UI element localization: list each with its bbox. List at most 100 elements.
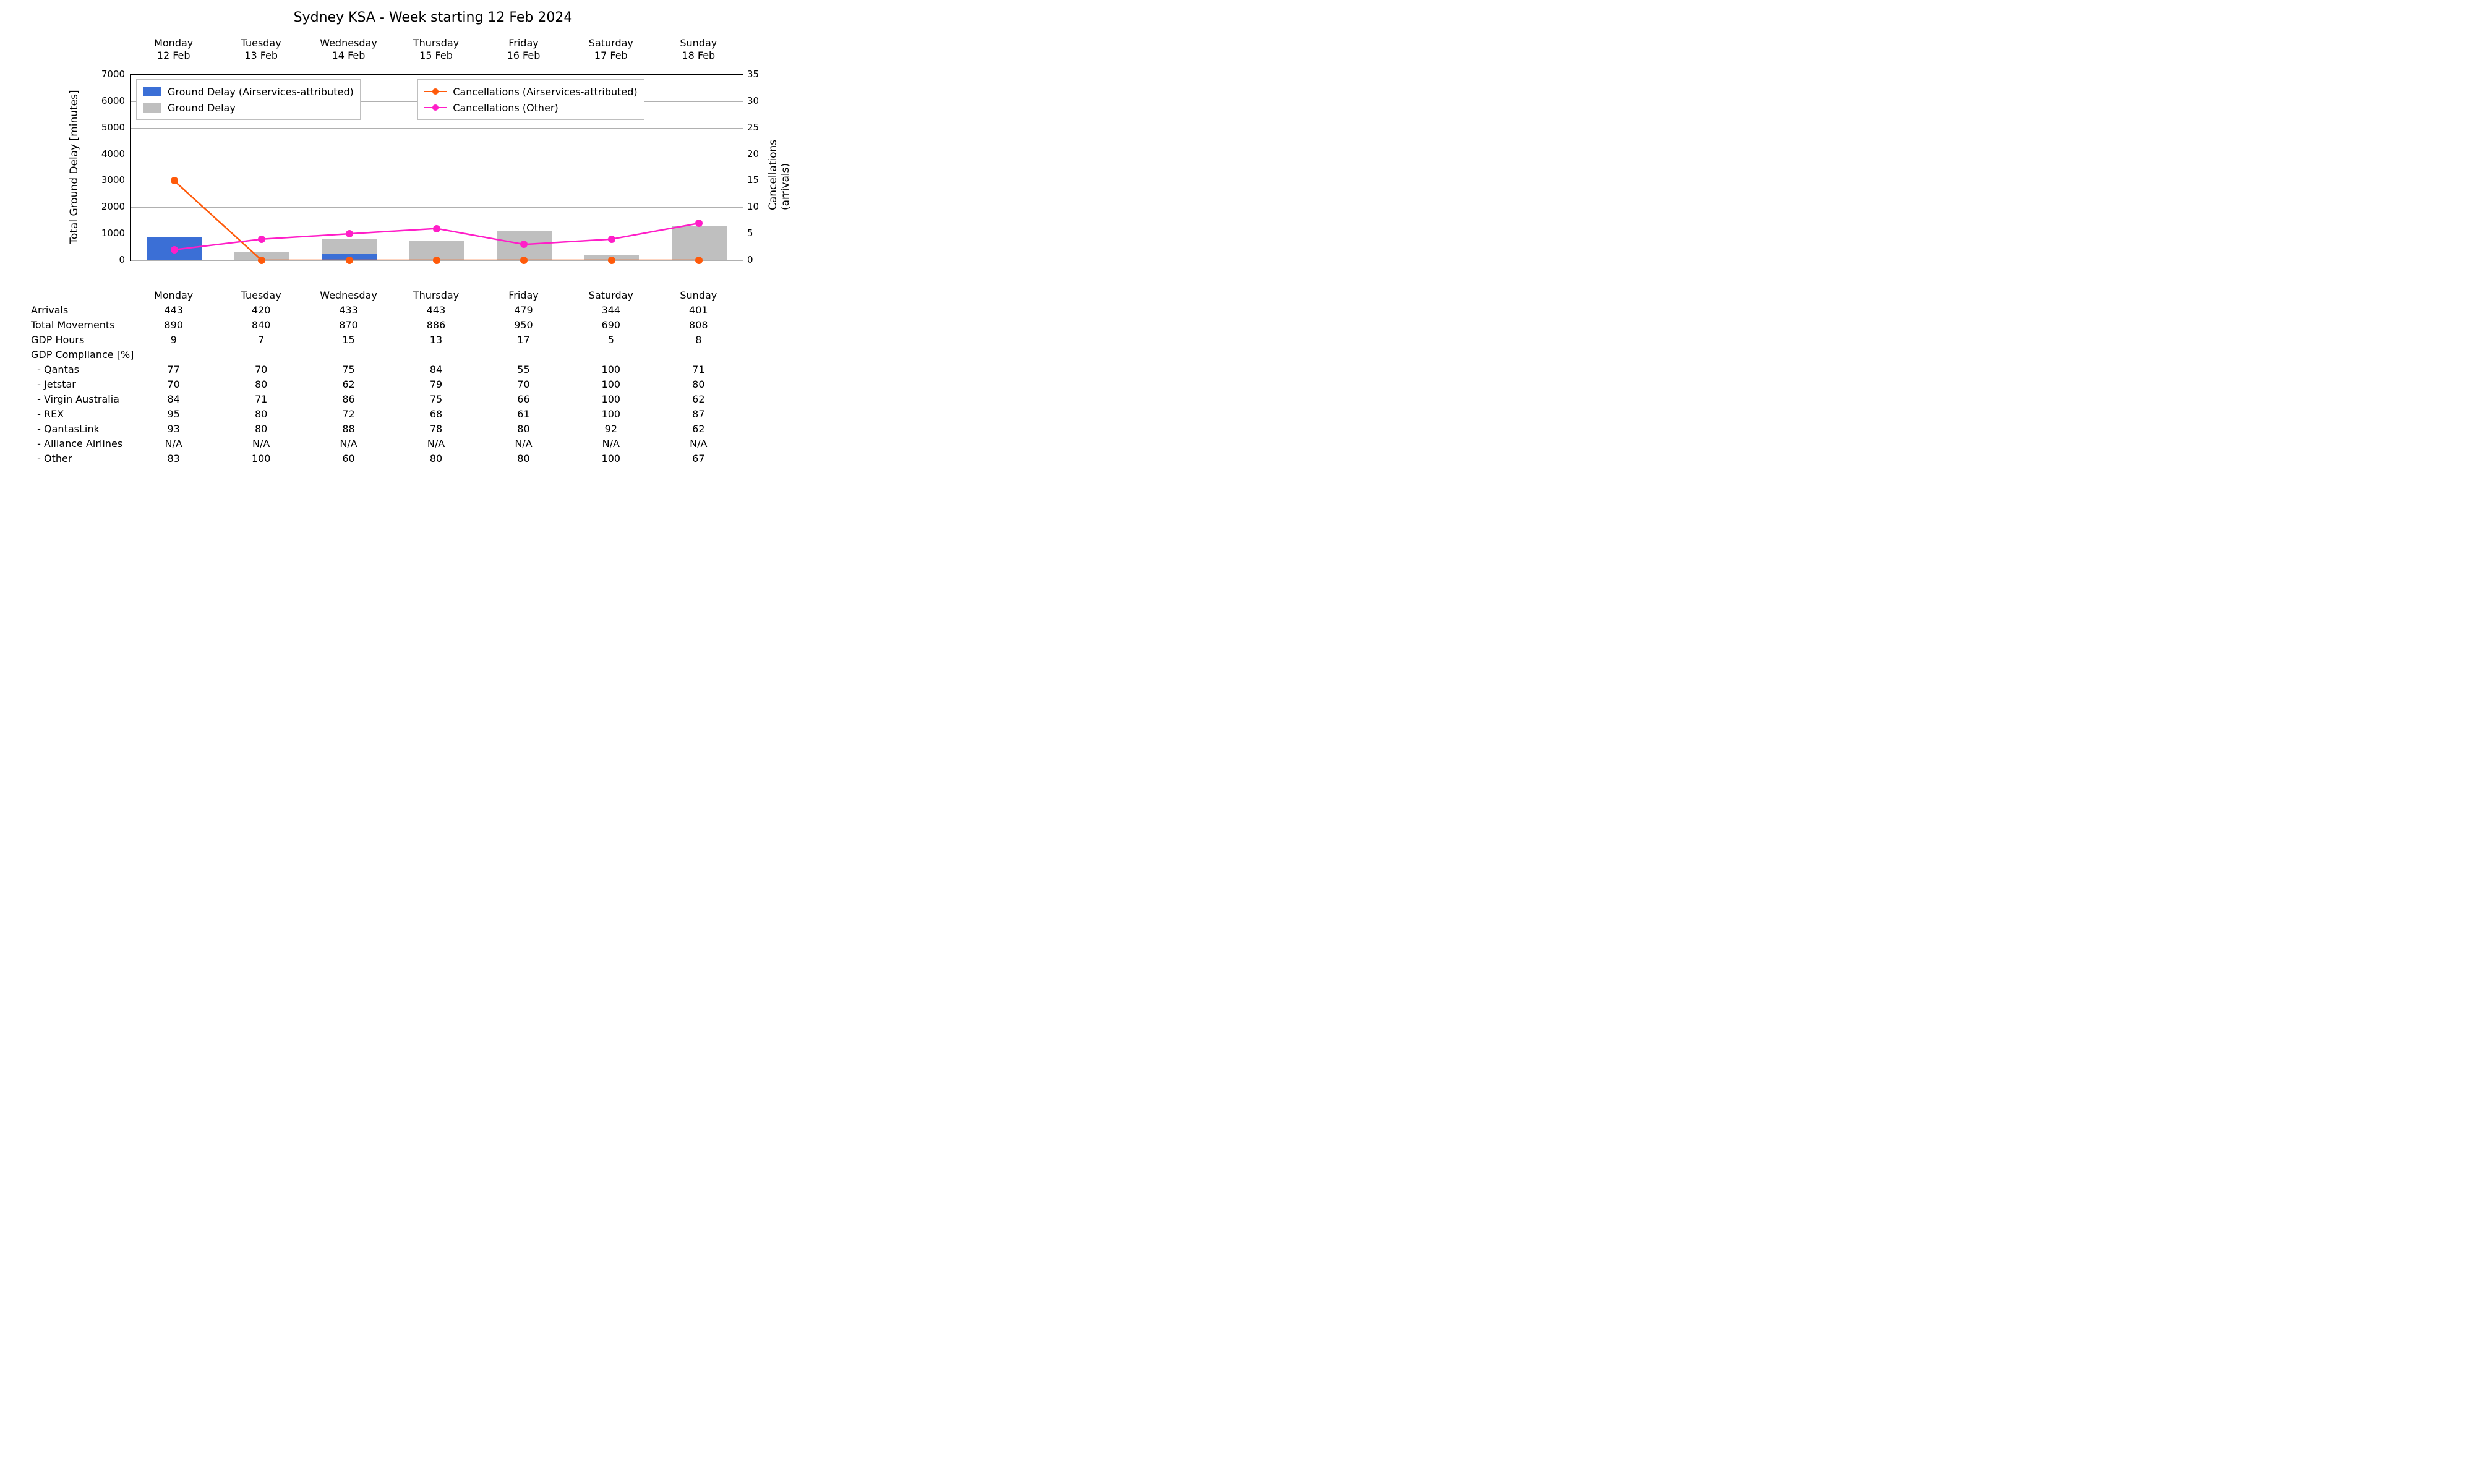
y-right-tick: 5 <box>747 228 753 239</box>
y-right-tick: 10 <box>747 201 759 212</box>
legend-label: Ground Delay (Airservices-attributed) <box>168 86 354 98</box>
top-day-label: Monday 12 Feb <box>154 37 193 62</box>
table-cell: 87 <box>692 408 704 420</box>
table-cell: N/A <box>427 438 445 450</box>
table-cell: 61 <box>517 408 529 420</box>
table-cell: 68 <box>430 408 442 420</box>
row-label: - QantasLink <box>31 423 100 435</box>
table-cell: 7 <box>258 334 264 346</box>
table-cell: N/A <box>602 438 620 450</box>
table-cell: 55 <box>517 364 529 375</box>
legend-item: Ground Delay (Airservices-attributed) <box>143 83 354 100</box>
table-row: - Jetstar708062797010080 <box>31 378 742 393</box>
data-marker <box>171 177 178 184</box>
data-marker <box>258 236 265 243</box>
table-cell: 88 <box>342 423 354 435</box>
table-cell: 100 <box>602 408 621 420</box>
table-row: - Alliance AirlinesN/AN/AN/AN/AN/AN/AN/A <box>31 438 742 453</box>
table-cell: 70 <box>517 378 529 390</box>
table-cell: 67 <box>692 453 704 464</box>
table-cell: Monday <box>154 289 193 301</box>
table-cell: 690 <box>602 319 621 331</box>
table-cell: 79 <box>430 378 442 390</box>
table-cell: 808 <box>689 319 708 331</box>
table-row: Arrivals443420433443479344401 <box>31 304 742 319</box>
table-row: MondayTuesdayWednesdayThursdayFridaySatu… <box>31 289 742 304</box>
legend-lines: Cancellations (Airservices-attributed) Ca… <box>417 79 644 120</box>
page: Sydney KSA - Week starting 12 Feb 2024 M… <box>0 0 866 519</box>
table-cell: 80 <box>255 378 267 390</box>
y-left-tick: 1000 <box>93 228 125 239</box>
y-left-tick: 3000 <box>93 174 125 186</box>
top-day-label: Thursday 15 Feb <box>413 37 459 62</box>
chart-title: Sydney KSA - Week starting 12 Feb 2024 <box>0 10 866 25</box>
table-cell: 78 <box>430 423 442 435</box>
data-marker <box>608 236 615 243</box>
legend-item: Ground Delay <box>143 100 354 116</box>
table-cell: Sunday <box>680 289 717 301</box>
table-cell: 100 <box>602 364 621 375</box>
table-cell: 17 <box>517 334 529 346</box>
table-row: GDP Compliance [%] <box>31 349 742 364</box>
table-cell: 62 <box>342 378 354 390</box>
table-cell: 72 <box>342 408 354 420</box>
y-right-tick: 30 <box>747 95 759 106</box>
table-cell: 66 <box>517 393 529 405</box>
row-label: - Other <box>31 453 72 464</box>
table-cell: 93 <box>167 423 179 435</box>
y-left-tick: 6000 <box>93 95 125 106</box>
table-row: - Qantas777075845510071 <box>31 364 742 378</box>
y-left-tick: 4000 <box>93 148 125 160</box>
table-cell: 433 <box>339 304 358 316</box>
data-marker <box>258 257 265 264</box>
data-marker <box>433 225 440 232</box>
table-cell: 100 <box>252 453 271 464</box>
table-cell: 5 <box>608 334 614 346</box>
table-cell: 80 <box>255 408 267 420</box>
y-right-tick: 20 <box>747 148 759 160</box>
table-cell: 80 <box>692 378 704 390</box>
y-left-label: Total Ground Delay [minutes] <box>68 90 80 244</box>
y-left-tick: 2000 <box>93 201 125 212</box>
data-marker <box>520 257 528 264</box>
table-cell: 77 <box>167 364 179 375</box>
top-day-labels: Monday 12 FebTuesday 13 FebWednesday 14 … <box>0 37 866 68</box>
top-day-label: Sunday 18 Feb <box>680 37 717 62</box>
bar <box>672 226 727 260</box>
legend-item: Cancellations (Other) <box>424 100 637 116</box>
data-marker <box>695 257 703 264</box>
table-cell: 886 <box>427 319 446 331</box>
data-marker <box>433 257 440 264</box>
top-day-label: Saturday 17 Feb <box>589 37 633 62</box>
row-label: GDP Compliance [%] <box>31 349 134 360</box>
table-cell: 83 <box>167 453 179 464</box>
table-cell: 15 <box>342 334 354 346</box>
table-cell: Saturday <box>589 289 633 301</box>
y-right-tick: 0 <box>747 254 753 265</box>
row-label: Arrivals <box>31 304 68 316</box>
table-cell: 70 <box>167 378 179 390</box>
table-cell: 344 <box>602 304 621 316</box>
table-cell: 62 <box>692 423 704 435</box>
table-cell: 92 <box>605 423 617 435</box>
data-marker <box>520 241 528 248</box>
table-cell: 479 <box>514 304 533 316</box>
table-cell: 100 <box>602 393 621 405</box>
row-label: - Jetstar <box>31 378 76 390</box>
table-cell: 443 <box>164 304 183 316</box>
table-cell: 75 <box>342 364 354 375</box>
table-cell: 401 <box>689 304 708 316</box>
table-cell: 950 <box>514 319 533 331</box>
legend-label: Cancellations (Airservices-attributed) <box>453 86 637 98</box>
table-row: - REX958072686110087 <box>31 408 742 423</box>
table-cell: N/A <box>165 438 182 450</box>
y-right-tick: 35 <box>747 69 759 80</box>
table-cell: N/A <box>252 438 270 450</box>
legend-bars: Ground Delay (Airservices-attributed) Gro… <box>136 79 361 120</box>
data-marker <box>346 230 353 237</box>
table-cell: 60 <box>342 453 354 464</box>
top-day-label: Tuesday 13 Feb <box>241 37 281 62</box>
row-label: - Alliance Airlines <box>31 438 122 450</box>
table-cell: 80 <box>255 423 267 435</box>
y-left-tick: 0 <box>93 254 125 265</box>
